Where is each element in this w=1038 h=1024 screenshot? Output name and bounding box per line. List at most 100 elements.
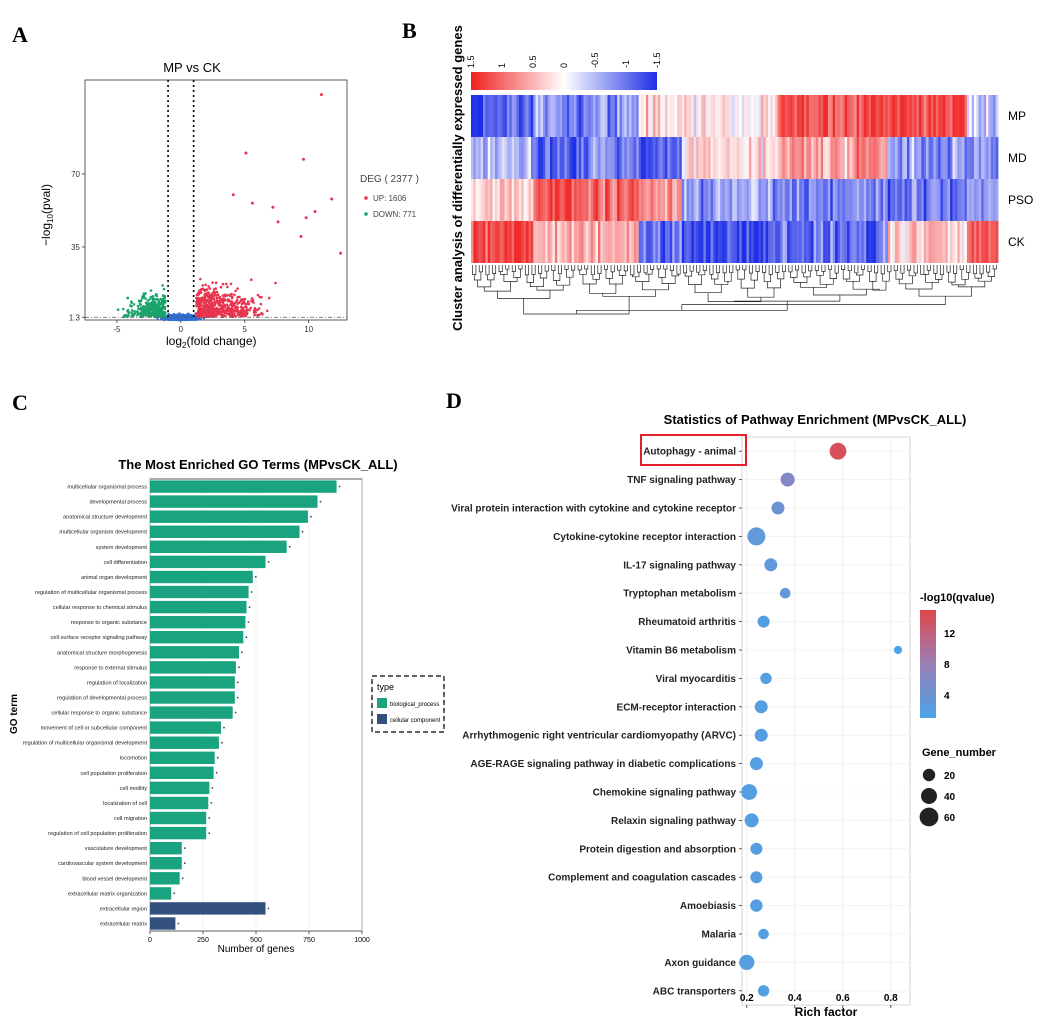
dendrogram-branch xyxy=(671,270,679,277)
heatmap-cell xyxy=(890,221,893,263)
volcano-point-up xyxy=(259,302,263,306)
heatmap-cell xyxy=(559,179,563,221)
volcano-point-down xyxy=(144,308,148,311)
heatmap-cell xyxy=(677,95,680,137)
heatmap-cell xyxy=(662,179,666,221)
pathway-x-tick-label: 0.2 xyxy=(740,993,754,1004)
heatmap-cell xyxy=(480,221,484,263)
heatmap-cell xyxy=(720,137,723,179)
volcano-point-up xyxy=(252,301,255,304)
heatmap-cell xyxy=(674,95,678,137)
heatmap-cell xyxy=(952,221,956,263)
heatmap-cell xyxy=(986,95,989,137)
go-bar-dot xyxy=(216,756,219,759)
dendrogram-branch xyxy=(605,269,613,279)
heatmap-cell xyxy=(538,179,541,221)
heatmap-cell xyxy=(954,221,958,263)
heatmap-cell xyxy=(595,221,599,263)
heatmap-cell xyxy=(947,221,951,263)
dendrogram-branch xyxy=(972,265,977,275)
heatmap-cell xyxy=(974,221,977,263)
volcano-point-down xyxy=(139,303,142,307)
heatmap-cell xyxy=(928,137,932,179)
heatmap-cell xyxy=(791,221,795,263)
dendrogram-branch xyxy=(610,265,615,273)
dendrogram-branch xyxy=(977,276,992,282)
heatmap-cell xyxy=(926,179,929,221)
volcano-point-up xyxy=(208,315,212,318)
heatmap-cell xyxy=(485,179,489,221)
heatmap-cell xyxy=(614,95,618,137)
dendrogram-branch xyxy=(539,271,548,279)
heatmap-cell xyxy=(540,137,544,179)
heatmap-cell xyxy=(938,179,941,221)
heatmap-cell xyxy=(657,179,661,221)
volcano-point-up xyxy=(225,303,229,307)
go-category-label: regulation of multicellular organismal p… xyxy=(35,590,147,596)
heatmap-cell xyxy=(667,137,671,179)
heatmap-cell xyxy=(983,95,987,137)
heatmap-cell xyxy=(962,221,965,263)
heatmap-cell xyxy=(636,221,640,263)
pathway-label: Vitamin B6 metabolism xyxy=(626,646,736,657)
volcano-point-up xyxy=(203,294,206,298)
volcano-point-up xyxy=(225,309,228,312)
heatmap-cell xyxy=(914,95,917,137)
heatmap-cell xyxy=(851,137,855,179)
go-bar-dot xyxy=(288,545,291,548)
go-category-label: cellular response to chemical stimulus xyxy=(53,605,147,611)
heatmap-cell xyxy=(473,179,477,221)
heatmap-cell xyxy=(837,137,841,179)
volcano-point-down xyxy=(140,314,144,317)
heatmap-cell xyxy=(986,137,989,179)
heatmap-cell xyxy=(724,221,728,263)
heatmap-cell xyxy=(849,95,853,137)
heatmap-cell xyxy=(945,137,949,179)
volcano-point-up xyxy=(199,277,202,281)
dendrogram-branch xyxy=(571,265,576,271)
heatmap-cell xyxy=(518,137,522,179)
heatmap-cell xyxy=(732,95,735,137)
heatmap-cell xyxy=(504,137,508,179)
heatmap-cell xyxy=(947,179,951,221)
volcano-point-up xyxy=(256,314,260,317)
heatmap-cell xyxy=(863,179,867,221)
heatmap-cell xyxy=(895,95,898,137)
heatmap-cell xyxy=(693,179,697,221)
heatmap-cell xyxy=(626,179,630,221)
heatmap-cell xyxy=(827,137,831,179)
heatmap-cell xyxy=(964,137,968,179)
dendrogram-branch xyxy=(847,265,852,272)
volcano-point-up xyxy=(257,307,261,310)
volcano-point-up xyxy=(222,310,225,314)
heatmap-cell xyxy=(667,95,671,137)
dendrogram-branch xyxy=(992,265,997,270)
heatmap-cell xyxy=(966,221,970,263)
pathway-label: Viral myocarditis xyxy=(656,674,737,685)
heatmap-cell xyxy=(619,221,623,263)
heatmap-cell xyxy=(679,137,683,179)
volcano-point-down xyxy=(131,312,135,316)
heatmap-cell xyxy=(981,221,985,263)
heatmap-cell xyxy=(617,221,620,263)
heatmap-cell xyxy=(969,95,973,137)
volcano-point-up xyxy=(250,297,254,300)
dendrogram-branch xyxy=(742,265,747,271)
heatmap-cell xyxy=(696,95,699,137)
qvalue-colorbar xyxy=(920,610,936,718)
heatmap-cell xyxy=(607,95,611,137)
dendrogram-branch xyxy=(589,284,617,294)
heatmap-cell xyxy=(547,95,551,137)
dendrogram-branch xyxy=(556,277,571,286)
dendrogram-branch xyxy=(974,273,982,279)
heatmap-cell xyxy=(597,137,601,179)
heatmap-cell xyxy=(875,137,879,179)
volcano-point-up xyxy=(229,282,233,286)
heatmap-cell xyxy=(516,179,520,221)
go-category-label: extracellular region xyxy=(100,906,147,912)
heatmap-cell xyxy=(813,137,817,179)
heatmap-cell xyxy=(624,137,628,179)
heatmap-cell xyxy=(803,95,807,137)
heatmap-cell xyxy=(782,179,786,221)
volcano-point-up xyxy=(208,295,212,298)
